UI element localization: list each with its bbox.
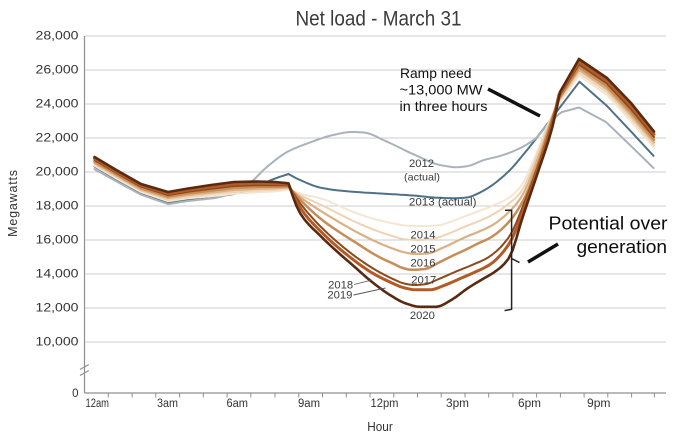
svg-text:12pm: 12pm xyxy=(371,398,399,410)
svg-text:9am: 9am xyxy=(298,398,320,410)
svg-text:16,000: 16,000 xyxy=(36,235,79,247)
svg-text:Potential over: Potential over xyxy=(549,213,668,234)
svg-text:12am: 12am xyxy=(86,398,110,410)
svg-text:Ramp need: Ramp need xyxy=(400,65,472,81)
svg-text:2018: 2018 xyxy=(328,280,353,292)
svg-text:0: 0 xyxy=(72,388,78,400)
svg-text:Net load - March 31: Net load - March 31 xyxy=(296,8,462,31)
svg-text:26,000: 26,000 xyxy=(36,65,79,77)
svg-text:2014: 2014 xyxy=(411,230,436,242)
svg-text:generation: generation xyxy=(577,236,668,257)
svg-text:(actual): (actual) xyxy=(404,172,440,184)
svg-text:22,000: 22,000 xyxy=(36,133,79,145)
svg-text:9pm: 9pm xyxy=(587,398,611,410)
svg-text:in three hours: in three hours xyxy=(400,98,488,114)
svg-text:6pm: 6pm xyxy=(518,398,541,410)
svg-text:28,000: 28,000 xyxy=(36,31,79,43)
svg-text:2016: 2016 xyxy=(411,258,436,270)
svg-text:2012: 2012 xyxy=(409,158,434,170)
svg-text:6am: 6am xyxy=(227,398,249,410)
svg-text:2020: 2020 xyxy=(410,310,435,322)
svg-text:12,000: 12,000 xyxy=(36,303,79,315)
svg-text:10,000: 10,000 xyxy=(36,337,79,349)
svg-text:3am: 3am xyxy=(157,398,178,410)
svg-text:2019: 2019 xyxy=(327,290,352,302)
svg-text:~13,000 MW: ~13,000 MW xyxy=(400,82,484,98)
svg-text:20,000: 20,000 xyxy=(36,167,79,179)
svg-text:Hour: Hour xyxy=(367,420,393,434)
svg-text:2017: 2017 xyxy=(411,275,436,287)
svg-text:2015: 2015 xyxy=(411,244,436,256)
svg-text:3pm: 3pm xyxy=(446,398,469,410)
svg-text:18,000: 18,000 xyxy=(36,201,79,213)
svg-text:24,000: 24,000 xyxy=(36,99,79,111)
svg-text:14,000: 14,000 xyxy=(36,269,79,281)
svg-text:2013 (actual): 2013 (actual) xyxy=(409,197,477,209)
svg-text:Megawatts: Megawatts xyxy=(6,169,20,237)
